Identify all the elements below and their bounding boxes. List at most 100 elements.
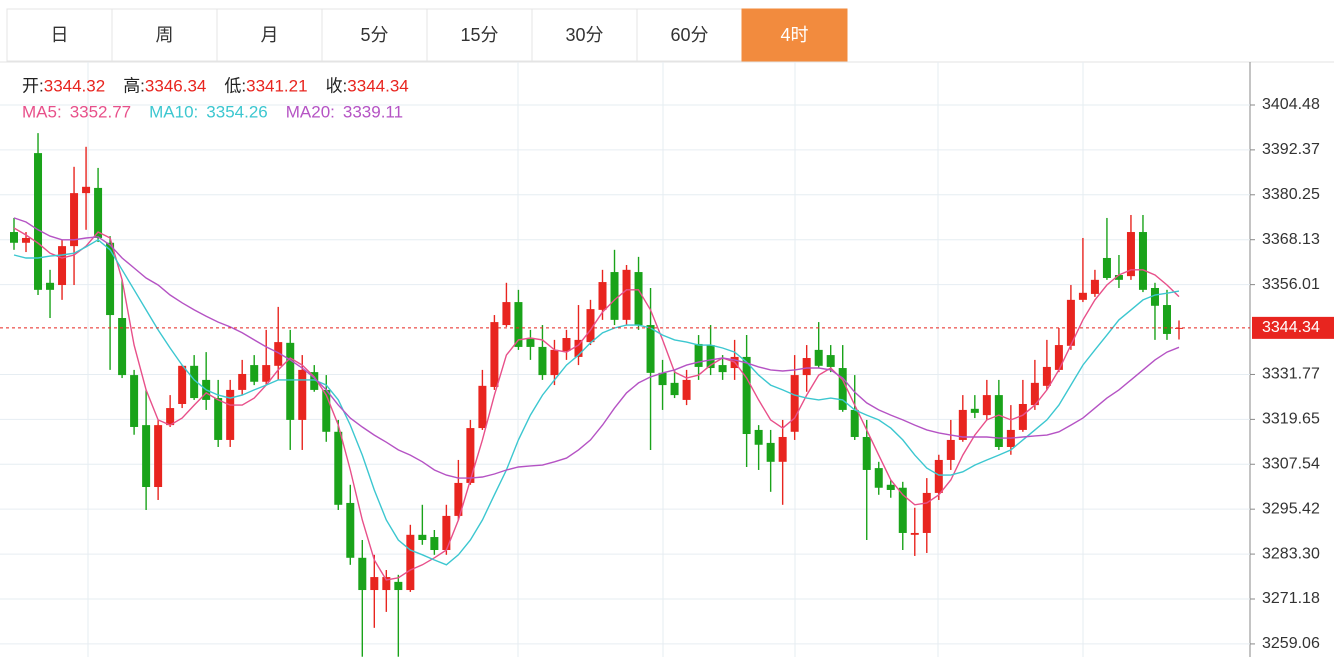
candle-body	[310, 372, 319, 390]
legend-value: 3339.11	[343, 102, 403, 121]
candle-body	[238, 373, 247, 390]
tab[interactable]	[531, 8, 638, 62]
candle-body	[694, 343, 703, 367]
candle-body	[1066, 299, 1075, 346]
candle-body	[406, 534, 415, 591]
tab-label[interactable]: 60分	[670, 25, 708, 45]
legend-value: 3354.26	[206, 102, 267, 121]
candle-body	[850, 409, 859, 437]
candle-body	[1078, 292, 1087, 300]
candle-body	[754, 429, 763, 445]
candle-body	[94, 187, 103, 238]
candle-body	[1138, 232, 1147, 290]
candle-body	[934, 459, 943, 493]
candle-body	[766, 442, 775, 462]
candle-body	[430, 537, 439, 551]
ma-line	[13, 227, 1180, 581]
tab-label[interactable]: 日	[51, 25, 69, 45]
candle-body	[862, 436, 871, 470]
y-tick-label: 3319.65	[1262, 411, 1320, 428]
tab-label[interactable]: 5分	[360, 25, 388, 45]
y-tick-label: 3331.77	[1262, 366, 1320, 383]
candle-body	[670, 382, 679, 396]
tab[interactable]	[6, 8, 113, 62]
tab-label[interactable]: 4时	[780, 25, 808, 45]
candle-body	[22, 237, 31, 243]
candle-body	[118, 318, 127, 376]
candle-body	[562, 338, 571, 351]
y-tick-label: 3380.25	[1262, 186, 1320, 203]
candle-body	[250, 365, 259, 382]
ohlc-label: 收:	[326, 76, 348, 95]
legend-label: MA10:	[149, 102, 198, 121]
candle-body	[574, 339, 583, 357]
tab-label[interactable]: 15分	[460, 25, 498, 45]
ohlc-value: 3346.34	[145, 76, 206, 95]
candle-body	[190, 365, 199, 399]
candle-body	[1150, 287, 1159, 306]
tab[interactable]	[111, 8, 218, 62]
candle-body	[34, 153, 43, 290]
candle-body	[262, 365, 271, 382]
ohlc-value: 3344.34	[347, 76, 408, 95]
y-tick-label: 3404.48	[1262, 96, 1320, 113]
candle-body	[538, 346, 547, 376]
tab[interactable]	[741, 8, 848, 62]
candle-body	[418, 534, 427, 541]
last-price-tag	[1252, 316, 1334, 339]
candle-body	[550, 349, 559, 376]
candle-body	[622, 269, 631, 320]
ma-line	[13, 238, 1180, 566]
candle-body	[10, 232, 18, 243]
candle-body	[778, 436, 787, 462]
candle-body	[142, 425, 151, 488]
candle-body	[898, 487, 907, 533]
y-tick-label: 3307.54	[1262, 455, 1320, 472]
candle-body	[490, 322, 499, 387]
legend-label: MA5:	[22, 102, 62, 121]
candle-body	[454, 482, 463, 516]
ohlc-label: 开:	[22, 76, 44, 95]
tab[interactable]	[636, 8, 743, 62]
legend-value: 3352.77	[70, 102, 131, 121]
candle-body	[910, 532, 919, 535]
candle-body	[814, 349, 823, 366]
candle-body	[298, 369, 307, 420]
candle-body	[874, 468, 883, 488]
candle-body	[1126, 232, 1135, 277]
tab-label[interactable]: 月	[261, 25, 279, 45]
candle-body	[1030, 382, 1039, 406]
tab-label[interactable]: 周	[156, 25, 174, 45]
candle-body	[742, 356, 751, 435]
y-tick-label: 3283.30	[1262, 545, 1320, 562]
candle-body	[154, 425, 163, 488]
candle-body	[610, 272, 619, 320]
ma-line	[13, 217, 1180, 479]
candle-body	[382, 577, 391, 591]
candle-body	[46, 282, 55, 290]
y-tick-label: 3368.13	[1262, 231, 1320, 248]
candle-body	[274, 342, 283, 366]
y-tick-label: 3392.37	[1262, 141, 1320, 158]
candle-body	[394, 581, 403, 591]
candle-body	[286, 342, 295, 420]
candle-body	[334, 431, 343, 505]
candle-body	[586, 309, 595, 343]
candle-body	[322, 389, 331, 432]
candle-body	[478, 385, 487, 429]
y-tick-label: 3356.01	[1262, 276, 1320, 293]
candle-body	[1042, 366, 1051, 386]
candle-body	[658, 372, 667, 386]
candle-body	[958, 409, 967, 440]
ohlc-value: 3344.32	[44, 76, 105, 95]
candle-body	[826, 355, 835, 367]
candle-body	[1090, 279, 1099, 294]
candle-body	[442, 515, 451, 551]
candle-body	[1114, 275, 1123, 280]
candle-body	[226, 389, 235, 440]
candle-body	[802, 358, 811, 376]
tab-label[interactable]: 30分	[565, 25, 603, 45]
candle-body	[514, 302, 523, 347]
